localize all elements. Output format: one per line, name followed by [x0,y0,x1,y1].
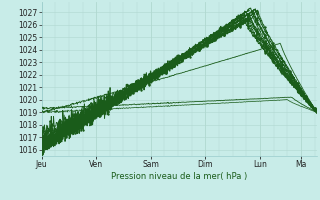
X-axis label: Pression niveau de la mer( hPa ): Pression niveau de la mer( hPa ) [111,172,247,181]
